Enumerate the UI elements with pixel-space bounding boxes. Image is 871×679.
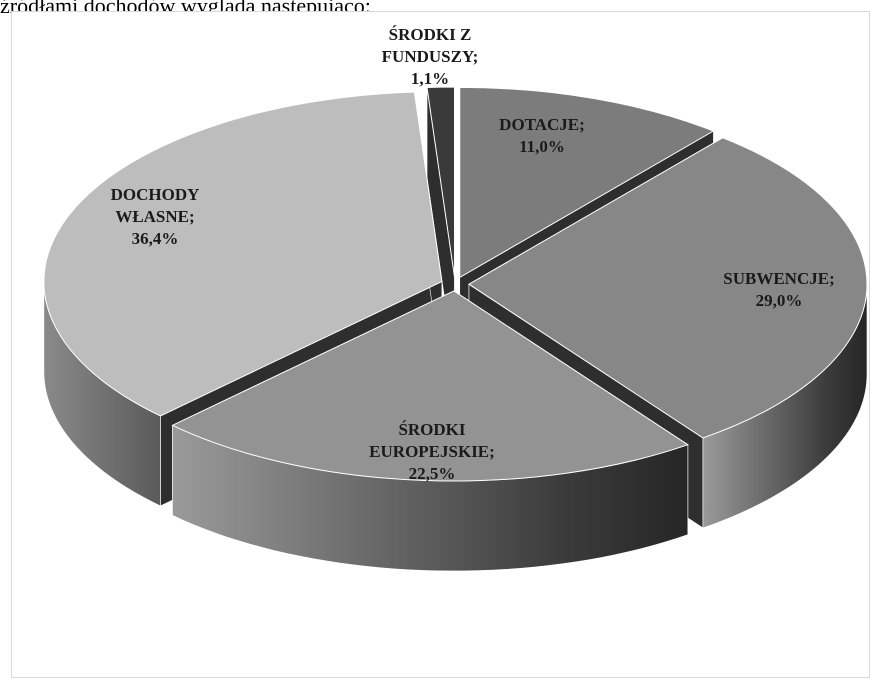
label-subwencje: SUBWENCJE; 29,0% <box>723 269 834 310</box>
slice-subwencje <box>468 137 868 439</box>
slice-dotacje <box>459 86 715 279</box>
slice-rodki-europejskie <box>171 290 689 482</box>
label-rodki-z-funduszy: ŚRODKI Z FUNDUSZY; 1,1% <box>382 25 479 88</box>
label-line: DOTACJE; <box>499 115 585 134</box>
label-line: SUBWENCJE; <box>723 269 834 288</box>
label-dochody-w-asne: DOCHODY WŁASNE; 36,4% <box>111 185 200 248</box>
chart-frame: DOTACJE; 11,0% SUBWENCJE; 29,0% ŚRODKI EUROPE… <box>11 11 870 678</box>
label-line: WŁASNE; <box>115 207 194 226</box>
label-line: 36,4% <box>132 229 179 248</box>
label-dotacje: DOTACJE; 11,0% <box>499 115 585 156</box>
slice-rodki-z-funduszy <box>426 86 456 278</box>
slice-dochody-w-asne <box>43 91 443 417</box>
label-line: ŚRODKI <box>398 420 465 439</box>
label-line: EUROPEJSKIE; <box>369 442 495 461</box>
label-line: DOCHODY <box>111 185 200 204</box>
pie-label-layer: DOTACJE; 11,0% SUBWENCJE; 29,0% ŚRODKI EUROPE… <box>111 25 835 483</box>
pie-top-layer <box>43 86 868 482</box>
label-line: 1,1% <box>411 69 449 88</box>
label-rodki-europejskie: ŚRODKI EUROPEJSKIE; 22,5% <box>369 420 495 483</box>
label-line: 22,5% <box>409 464 456 483</box>
label-line: 11,0% <box>519 137 565 156</box>
label-line: ŚRODKI Z <box>389 25 472 44</box>
label-line: FUNDUSZY; <box>382 47 479 66</box>
label-line: 29,0% <box>756 291 803 310</box>
pie-chart: DOTACJE; 11,0% SUBWENCJE; 29,0% ŚRODKI EUROPE… <box>43 25 868 572</box>
